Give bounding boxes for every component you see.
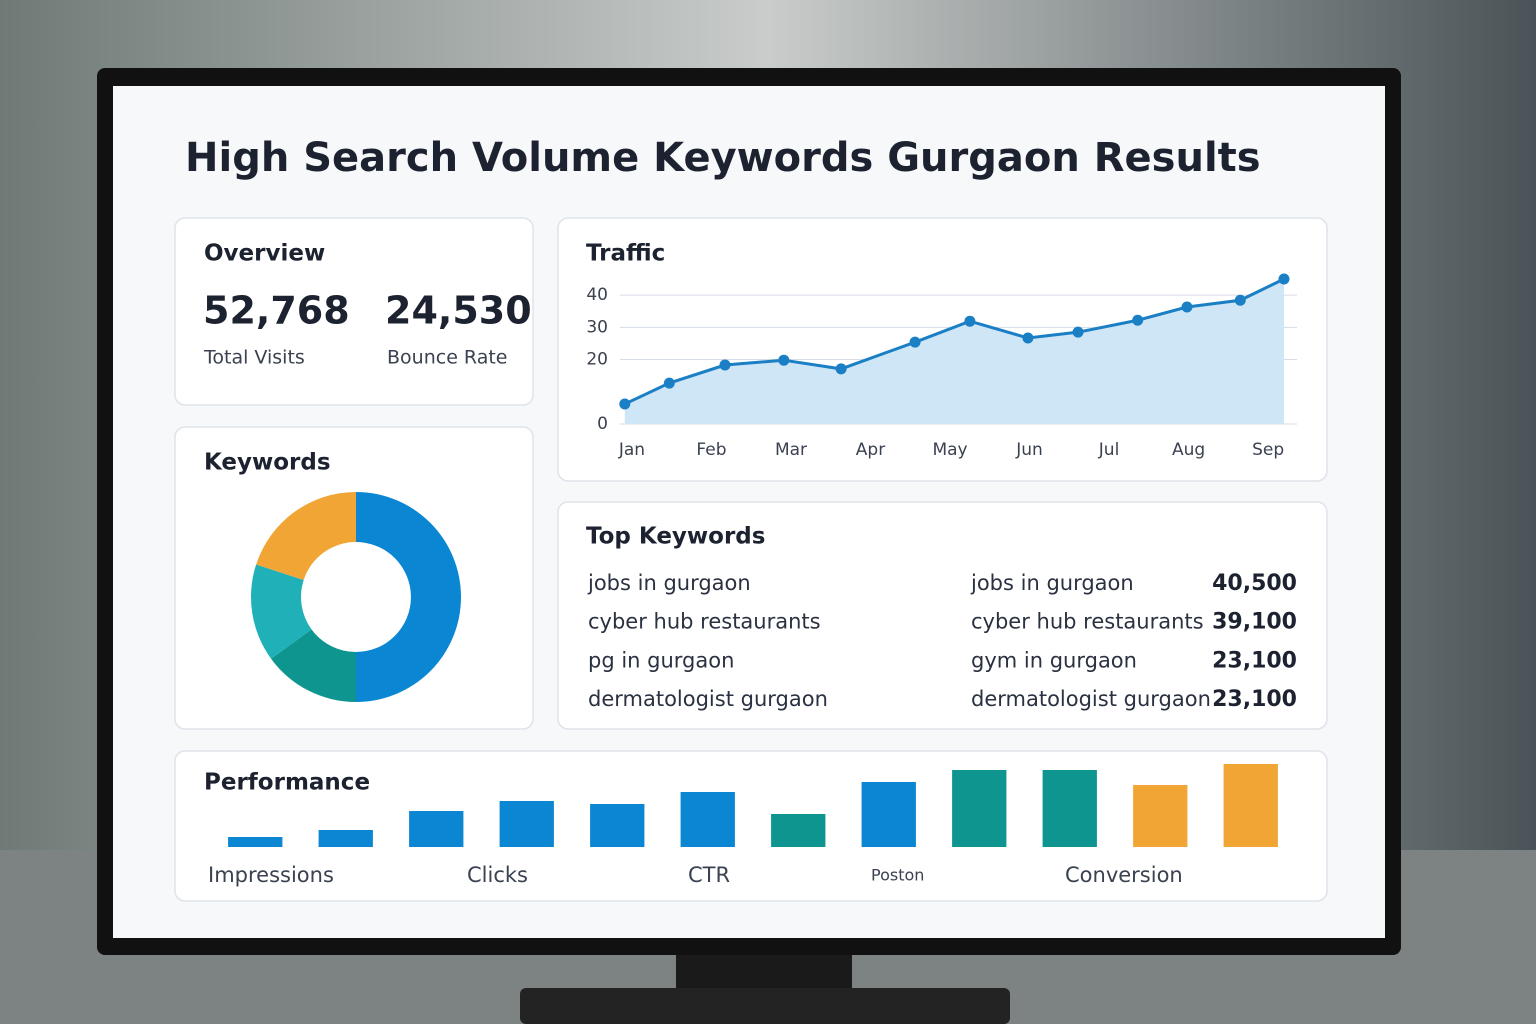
traffic-point <box>663 377 675 389</box>
stat-label: Total Visits <box>203 347 305 369</box>
donut-segment <box>250 564 312 659</box>
x-tick-label: Apr <box>856 440 885 460</box>
bar <box>771 814 826 847</box>
bar <box>1223 764 1278 847</box>
keyword: cyber hub restaurants <box>588 610 821 634</box>
x-tick-label: Mar <box>775 440 807 460</box>
bar <box>499 801 554 847</box>
bar <box>1042 770 1097 847</box>
keyword: gym in gurgaon <box>971 648 1137 672</box>
keyword: dermatologist gurgaon <box>588 687 828 711</box>
traffic-point <box>778 354 790 366</box>
traffic-point <box>619 398 631 410</box>
card-heading: Keywords <box>204 450 331 476</box>
bar <box>228 837 283 847</box>
bar <box>1133 785 1188 847</box>
bar-group-label: CTR <box>688 863 730 887</box>
bar-group-label: Poston <box>871 866 924 885</box>
stat-value: 24,530 <box>385 289 532 333</box>
bar <box>409 811 464 847</box>
page-title: High Search Volume Keywords Gurgaon Resu… <box>185 135 1261 181</box>
keyword-volume: 39,100 <box>1212 610 1297 635</box>
traffic-point <box>1181 301 1193 313</box>
x-tick-label: May <box>932 440 967 460</box>
traffic-point <box>1022 332 1034 344</box>
traffic-point <box>835 363 847 375</box>
stand-base <box>520 988 1010 1024</box>
y-tick-label: 0 <box>597 414 608 434</box>
y-tick-label: 30 <box>586 317 608 337</box>
keyword: pg in gurgaon <box>588 648 734 672</box>
donut-segment <box>356 492 461 702</box>
donut-segment <box>256 492 356 581</box>
keyword-volume: 23,100 <box>1212 687 1297 712</box>
bar <box>680 792 735 847</box>
keyword: dermatologist gurgaon <box>971 687 1211 711</box>
x-tick-label: Feb <box>696 440 726 460</box>
traffic-point <box>909 336 921 348</box>
keyword-volume: 40,500 <box>1212 571 1297 596</box>
top-keywords-card <box>557 501 1328 730</box>
card-heading: Overview <box>204 241 325 267</box>
x-tick-label: Aug <box>1172 440 1205 460</box>
keyword: jobs in gurgaon <box>587 571 751 595</box>
x-tick-label: Sep <box>1252 440 1284 460</box>
traffic-point <box>964 315 976 327</box>
x-tick-label: Jun <box>1015 440 1043 460</box>
donut-segment <box>271 629 356 702</box>
keyword: jobs in gurgaon <box>970 571 1134 595</box>
traffic-point <box>1278 273 1290 285</box>
card-heading: Performance <box>204 770 370 796</box>
card-heading: Traffic <box>586 241 665 267</box>
bar <box>952 770 1007 847</box>
traffic-point <box>1234 294 1246 306</box>
y-tick-label: 20 <box>586 350 608 370</box>
card-heading: Top Keywords <box>586 524 765 550</box>
bar-group-label: Impressions <box>208 863 334 887</box>
bar-group-label: Conversion <box>1065 863 1183 887</box>
bar-group-label: Clicks <box>467 863 528 887</box>
keyword: cyber hub restaurants <box>971 610 1204 634</box>
stat-label: Bounce Rate <box>387 347 508 369</box>
keyword-volume: 23,100 <box>1212 648 1297 673</box>
x-tick-label: Jul <box>1098 440 1120 460</box>
traffic-point <box>1072 326 1084 338</box>
y-tick-label: 40 <box>586 285 608 305</box>
stat-value: 52,768 <box>203 289 350 333</box>
bar <box>590 804 645 847</box>
bar <box>861 782 916 847</box>
x-tick-label: Jan <box>618 440 645 460</box>
traffic-point <box>1132 314 1144 326</box>
bar <box>318 830 373 847</box>
traffic-area <box>624 279 1284 424</box>
traffic-point <box>719 359 731 371</box>
performance-card <box>174 750 1328 902</box>
overview-card <box>174 217 534 406</box>
